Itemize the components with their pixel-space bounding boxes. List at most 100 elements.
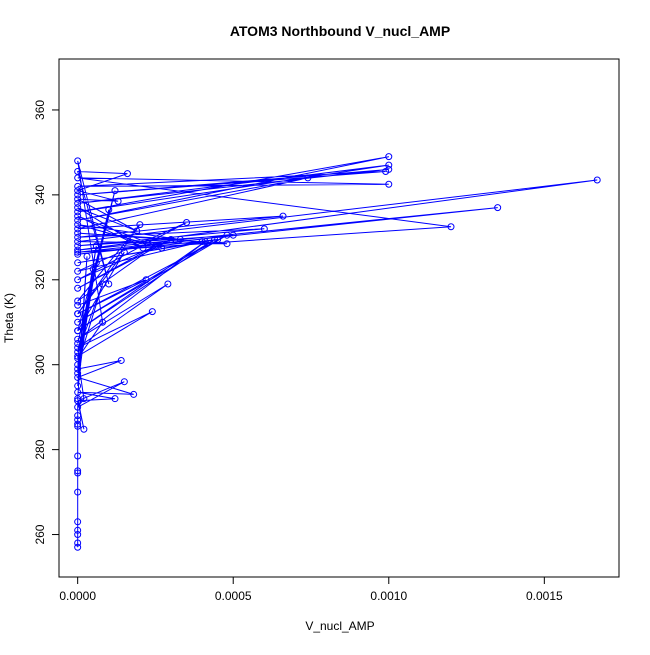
data-point xyxy=(139,244,147,252)
data-point xyxy=(74,187,82,195)
data-point xyxy=(80,425,88,433)
data-point xyxy=(74,157,82,165)
data-point xyxy=(74,469,82,477)
data-point xyxy=(74,543,82,551)
y-tick-label: 320 xyxy=(33,269,47,289)
data-point xyxy=(120,378,128,386)
series-layer xyxy=(74,153,601,551)
data-point xyxy=(74,216,82,224)
data-point xyxy=(74,420,82,428)
x-tick-label: 0.0015 xyxy=(526,589,563,603)
data-point xyxy=(74,221,82,229)
data-point xyxy=(74,229,82,237)
data-point xyxy=(120,248,128,256)
data-point xyxy=(260,225,268,233)
data-point xyxy=(74,352,82,360)
y-axis: 260 280 300 320 340 360 xyxy=(33,100,60,545)
y-tick-label: 340 xyxy=(33,185,47,205)
data-point xyxy=(117,356,125,364)
data-point xyxy=(304,174,312,182)
data-point xyxy=(74,354,82,362)
data-point xyxy=(74,388,82,396)
data-point xyxy=(74,452,82,460)
data-point xyxy=(201,238,209,246)
data-point xyxy=(130,390,138,398)
x-tick-label: 0.0000 xyxy=(59,589,96,603)
data-point xyxy=(164,280,172,288)
data-point xyxy=(494,204,502,212)
data-point xyxy=(74,212,82,220)
data-point xyxy=(136,221,144,229)
series-line xyxy=(75,156,598,548)
data-point xyxy=(74,246,82,254)
y-tick-label: 260 xyxy=(33,524,47,544)
x-axis: 0.0000 0.0005 0.0010 0.0015 xyxy=(59,576,563,603)
data-point xyxy=(99,318,107,326)
data-point xyxy=(148,308,156,316)
data-point xyxy=(74,416,82,424)
chart-title: ATOM3 Northbound V_nucl_AMP xyxy=(230,23,450,39)
data-point xyxy=(74,339,82,347)
data-point xyxy=(385,153,393,161)
plot-frame xyxy=(58,58,620,578)
data-point xyxy=(74,225,82,233)
data-point xyxy=(183,218,191,226)
data-point xyxy=(385,180,393,188)
data-point xyxy=(74,233,82,241)
data-point xyxy=(223,231,231,239)
data-point xyxy=(74,412,82,420)
data-point xyxy=(133,227,141,235)
y-tick-label: 280 xyxy=(33,439,47,459)
data-point xyxy=(74,199,82,207)
data-point xyxy=(74,238,82,246)
data-point xyxy=(74,531,82,539)
data-point xyxy=(74,318,82,326)
data-point xyxy=(74,191,82,199)
y-tick-label: 300 xyxy=(33,354,47,374)
data-point xyxy=(74,259,82,267)
data-point xyxy=(279,212,287,220)
data-point xyxy=(158,244,166,252)
data-point xyxy=(382,168,390,176)
data-point xyxy=(223,240,231,248)
data-point xyxy=(151,242,159,250)
data-point xyxy=(74,276,82,284)
data-point xyxy=(74,250,82,258)
data-point xyxy=(142,276,150,284)
data-point xyxy=(74,539,82,547)
data-point xyxy=(89,265,97,273)
data-point xyxy=(593,176,601,184)
data-point xyxy=(80,395,88,403)
data-point xyxy=(176,235,184,243)
data-point xyxy=(74,208,82,216)
data-point xyxy=(74,182,82,190)
data-point xyxy=(74,488,82,496)
data-point xyxy=(74,335,82,343)
y-tick-label: 360 xyxy=(33,100,47,120)
data-point xyxy=(74,403,82,411)
data-point xyxy=(92,259,100,267)
x-axis-title: V_nucl_AMP xyxy=(305,619,374,633)
data-point xyxy=(74,195,82,203)
data-point xyxy=(83,252,91,260)
data-point xyxy=(214,235,222,243)
data-point xyxy=(74,267,82,275)
data-point xyxy=(74,248,82,256)
data-point xyxy=(74,301,82,309)
data-point xyxy=(74,365,82,373)
data-point xyxy=(74,168,82,176)
data-point xyxy=(105,280,113,288)
data-point xyxy=(74,310,82,318)
data-point xyxy=(74,327,82,335)
data-point xyxy=(167,235,175,243)
data-point xyxy=(114,197,122,205)
data-point xyxy=(211,235,219,243)
x-tick-label: 0.0005 xyxy=(215,589,252,603)
x-tick-label: 0.0010 xyxy=(370,589,407,603)
data-point xyxy=(123,170,131,178)
data-point xyxy=(111,395,119,403)
data-point xyxy=(74,467,82,475)
data-point xyxy=(74,526,82,534)
data-point xyxy=(105,206,113,214)
